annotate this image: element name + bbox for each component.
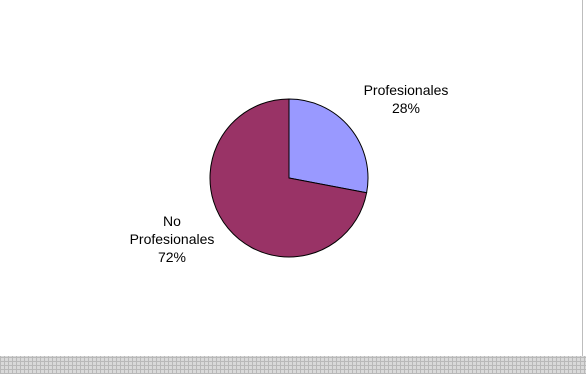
slice-percent-0: 28% [392,100,420,116]
slice-label-0: Profesionales 28% [364,82,449,116]
slice-name-line-0-0: Profesionales [364,82,449,98]
pie-slice-0 [288,98,369,194]
pie-slices [209,98,369,258]
pie-chart: Profesionales 28% No Profesionales 72% [130,82,449,265]
slice-name-line-1-1: Profesionales [130,231,215,247]
worksheet-grid-strip [0,356,586,374]
slice-percent-1: 72% [158,249,186,265]
pie-labels: Profesionales 28% No Profesionales 72% [130,82,449,265]
pie-slice-1 [209,98,368,258]
slice-label-1: No Profesionales 72% [130,213,215,265]
slice-name-line-1-0: No [163,213,181,229]
chart-area: Profesionales 28% No Profesionales 72% [129,0,583,356]
